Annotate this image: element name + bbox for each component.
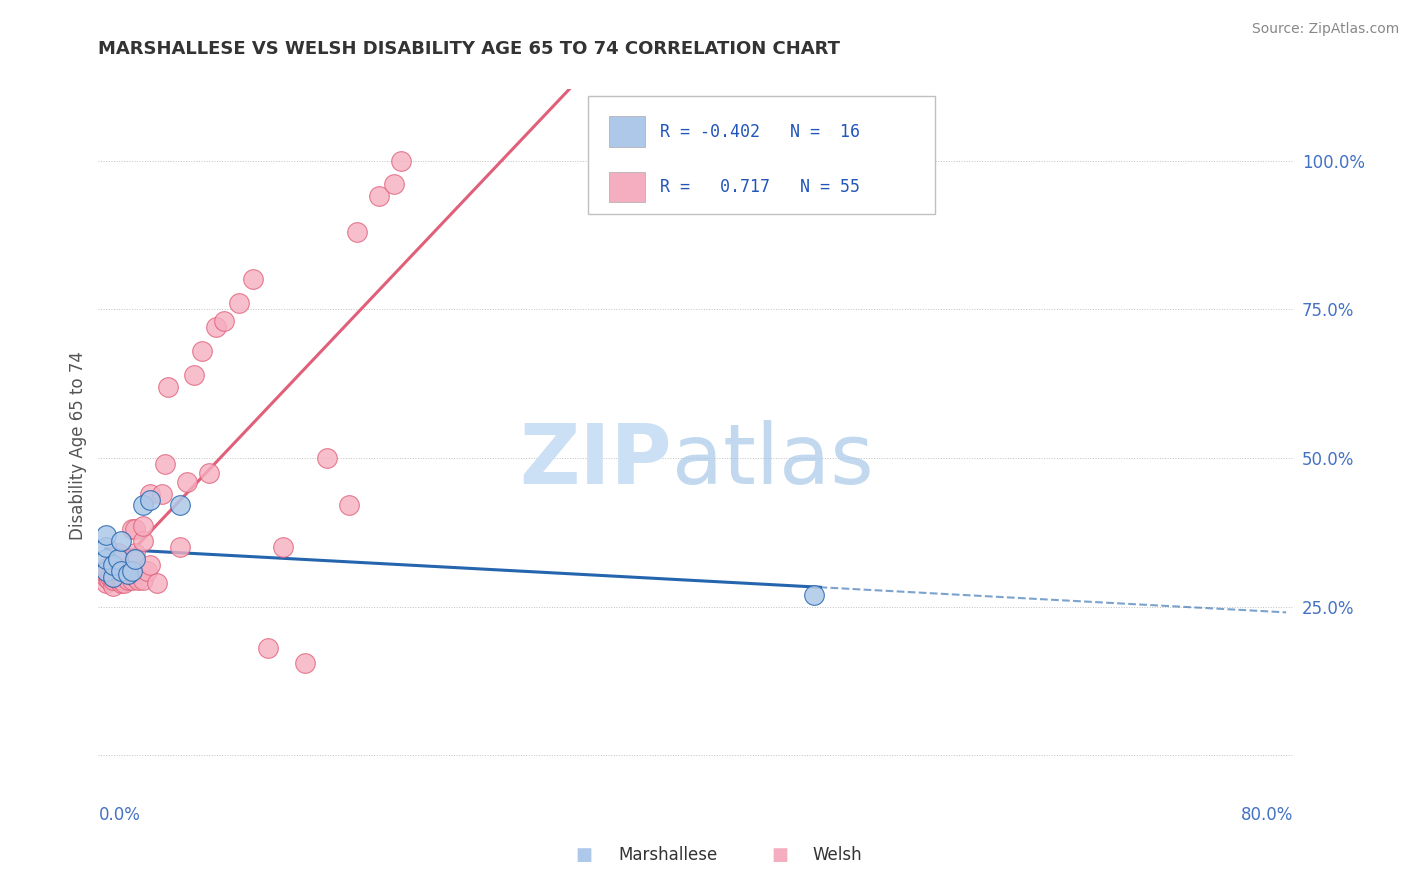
Point xyxy=(271,540,294,554)
Point xyxy=(101,579,124,593)
Point xyxy=(112,575,135,590)
Point xyxy=(257,641,280,656)
Point xyxy=(127,573,149,587)
Point xyxy=(117,566,139,581)
Point xyxy=(153,457,176,471)
Text: ■: ■ xyxy=(772,846,789,863)
Text: MARSHALLESE VS WELSH DISABILITY AGE 65 TO 74 CORRELATION CHART: MARSHALLESE VS WELSH DISABILITY AGE 65 T… xyxy=(98,40,841,58)
Point xyxy=(107,573,129,587)
Point xyxy=(121,522,143,536)
Point xyxy=(101,558,124,572)
Point xyxy=(146,575,169,590)
Text: R = -0.402   N =  16: R = -0.402 N = 16 xyxy=(661,123,860,141)
Point xyxy=(131,519,153,533)
Point xyxy=(110,570,132,584)
Point xyxy=(316,450,339,465)
Point xyxy=(337,499,360,513)
Point xyxy=(136,564,159,578)
FancyBboxPatch shape xyxy=(588,96,935,214)
Point xyxy=(110,566,132,581)
Point xyxy=(190,343,212,358)
Y-axis label: Disability Age 65 to 74: Disability Age 65 to 74 xyxy=(69,351,87,541)
Point xyxy=(101,570,124,584)
Point xyxy=(131,499,153,513)
Point xyxy=(389,153,412,168)
Point xyxy=(107,546,129,560)
Point xyxy=(205,320,228,334)
Point xyxy=(117,573,139,587)
Point xyxy=(150,486,173,500)
Point xyxy=(367,189,389,203)
Point xyxy=(382,178,405,192)
Point xyxy=(110,573,132,587)
Point xyxy=(94,540,117,554)
Point xyxy=(139,558,162,572)
Text: 0.0%: 0.0% xyxy=(98,805,141,824)
Text: R =   0.717   N = 55: R = 0.717 N = 55 xyxy=(661,178,860,196)
Point xyxy=(131,573,153,587)
Point xyxy=(346,225,368,239)
Point xyxy=(110,575,132,590)
Point xyxy=(242,272,264,286)
Point xyxy=(94,575,117,590)
Point xyxy=(121,564,143,578)
Point xyxy=(110,534,132,549)
Text: atlas: atlas xyxy=(672,420,873,500)
Point xyxy=(139,486,162,500)
Point xyxy=(94,566,117,581)
Point xyxy=(94,528,117,542)
Text: ■: ■ xyxy=(575,846,592,863)
Text: Welsh: Welsh xyxy=(813,846,862,863)
Point xyxy=(198,466,221,480)
Point xyxy=(169,499,191,513)
Point xyxy=(124,522,146,536)
Point xyxy=(176,475,198,489)
Point xyxy=(107,552,129,566)
Point xyxy=(803,588,825,602)
Point xyxy=(117,566,139,581)
Text: 80.0%: 80.0% xyxy=(1241,805,1294,824)
Point xyxy=(117,564,139,578)
Point xyxy=(156,379,179,393)
Text: ZIP: ZIP xyxy=(520,420,672,500)
Point xyxy=(98,570,121,584)
Text: Source: ZipAtlas.com: Source: ZipAtlas.com xyxy=(1251,22,1399,37)
Point xyxy=(124,570,146,584)
Point xyxy=(94,570,117,584)
Point xyxy=(94,561,117,575)
FancyBboxPatch shape xyxy=(609,117,644,147)
Text: Marshallese: Marshallese xyxy=(619,846,718,863)
Point xyxy=(124,546,146,560)
Point xyxy=(183,368,205,382)
Point xyxy=(139,492,162,507)
Point xyxy=(228,296,250,310)
Point xyxy=(94,564,117,578)
Point xyxy=(124,552,146,566)
Point xyxy=(101,573,124,587)
FancyBboxPatch shape xyxy=(609,172,644,202)
Point xyxy=(131,534,153,549)
Point xyxy=(169,540,191,554)
Point xyxy=(101,570,124,584)
Point xyxy=(104,566,127,581)
Point xyxy=(121,573,143,587)
Point xyxy=(110,564,132,578)
Point xyxy=(212,314,235,328)
Point xyxy=(97,573,120,587)
Point xyxy=(94,552,117,566)
Point xyxy=(94,564,117,578)
Point xyxy=(294,656,316,670)
